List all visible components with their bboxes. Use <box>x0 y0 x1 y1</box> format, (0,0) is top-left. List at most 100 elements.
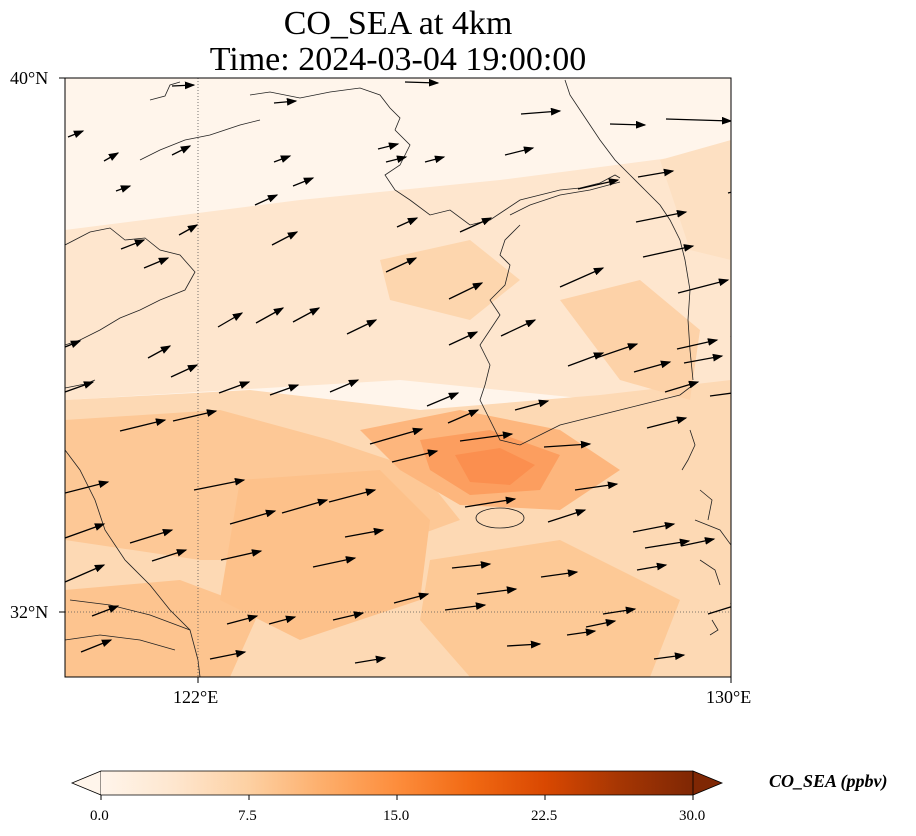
wind-arrow <box>404 78 440 87</box>
wind-arrow <box>609 120 647 129</box>
wind-arrow <box>637 168 675 178</box>
wind-arrow <box>447 409 480 424</box>
wind-arrow <box>312 556 357 568</box>
wind-arrow <box>391 449 439 463</box>
wind-arrow <box>103 152 120 162</box>
colorbar-label: CO_SEA (ppbv) <box>769 771 888 791</box>
concentration-field <box>65 78 731 677</box>
wind-arrow <box>91 605 120 617</box>
wind-arrow <box>65 523 106 539</box>
wind-arrow <box>273 97 298 106</box>
wind-arrow <box>566 628 597 637</box>
wind-arrow <box>646 416 688 429</box>
wind-vectors <box>65 78 731 664</box>
wind-arrow <box>540 569 579 578</box>
wind-arrow <box>281 498 329 514</box>
wind-arrow <box>451 561 492 569</box>
wind-arrow <box>632 521 676 533</box>
wind-arrow <box>567 352 605 367</box>
wind-arrow <box>500 319 537 337</box>
map-frame <box>64 77 732 678</box>
wind-arrow <box>506 640 542 649</box>
wind-arrow <box>595 343 639 359</box>
wind-arrow <box>147 345 172 359</box>
wind-arrow <box>269 384 300 396</box>
wind-arrow <box>424 155 446 164</box>
wind-arrow <box>636 562 668 571</box>
wind-arrow <box>65 564 106 583</box>
colorbar <box>70 770 724 800</box>
wind-arrow <box>664 380 700 393</box>
wind-arrow <box>476 586 518 595</box>
wind-arrow <box>255 307 285 324</box>
colorbar-tick-3: 22.5 <box>531 808 558 824</box>
wind-arrow <box>254 194 279 206</box>
wind-arrow <box>65 381 95 393</box>
wind-arrow <box>642 244 695 258</box>
wind-arrow <box>633 360 672 373</box>
wind-arrow <box>577 178 620 190</box>
wind-arrow <box>707 602 731 615</box>
wind-arrow <box>172 409 218 422</box>
wind-arrow <box>143 257 170 269</box>
wind-arrow <box>170 364 199 378</box>
colorbar-extend-min <box>70 770 102 796</box>
wind-arrow <box>448 282 484 300</box>
wind-arrow <box>385 257 418 273</box>
map-title: CO_SEA at 4km <box>283 5 513 42</box>
wind-arrow <box>271 231 299 246</box>
wind-arrow <box>385 155 408 163</box>
colorbar-tick-1: 7.5 <box>238 808 257 824</box>
lon-label-130e: 130°E <box>706 687 752 707</box>
wind-arrow <box>574 481 619 491</box>
wind-arrow <box>209 649 247 660</box>
wind-arrow <box>115 185 132 193</box>
wind-arrow <box>727 188 731 196</box>
wind-arrow <box>677 278 730 294</box>
wind-arrow <box>292 307 321 323</box>
wind-arrow <box>292 177 315 187</box>
wind-arrow <box>730 336 731 345</box>
wind-arrow <box>377 142 400 150</box>
lon-label-122e: 122°E <box>173 687 219 707</box>
wind-arrow <box>80 639 113 653</box>
colorbar-tick-4: 30.0 <box>679 808 706 824</box>
wind-arrow <box>67 130 85 139</box>
wind-arrow <box>602 606 637 615</box>
wind-arrow <box>709 389 731 398</box>
wind-arrow <box>504 146 535 156</box>
wind-arrow <box>151 549 188 562</box>
wind-arrow <box>448 331 479 346</box>
wind-arrow <box>273 155 292 163</box>
wind-arrow <box>676 338 719 350</box>
wind-arrow <box>268 615 297 625</box>
lat-label-32n: 32°N <box>10 602 49 622</box>
wind-arrow <box>369 427 424 445</box>
wind-arrow <box>635 209 688 223</box>
wind-arrow <box>520 107 562 116</box>
wind-arrow <box>65 480 110 494</box>
wind-arrow <box>683 353 724 364</box>
wind-arrow <box>426 392 460 407</box>
colorbar-extend-max <box>692 770 724 796</box>
wind-arrow <box>354 655 387 664</box>
wind-arrow <box>328 488 377 503</box>
wind-arrow <box>459 431 514 442</box>
wind-arrow <box>393 592 430 604</box>
wind-arrow <box>226 614 259 625</box>
wind-arrow <box>193 477 246 491</box>
colorbar-tick-2: 15.0 <box>383 808 410 824</box>
wind-arrow <box>585 619 617 628</box>
wind-arrow <box>547 509 587 523</box>
wind-arrow <box>218 381 251 394</box>
wind-arrow <box>346 319 378 335</box>
wind-arrow <box>459 217 493 233</box>
wind-arrow <box>171 145 192 156</box>
colorbar-tick-0: 0.0 <box>90 808 109 824</box>
wind-arrow <box>464 496 517 508</box>
wind-arrow <box>653 652 686 661</box>
lat-label-40n: 40°N <box>10 68 49 88</box>
wind-arrow <box>229 509 277 525</box>
wind-arrow <box>65 340 82 349</box>
